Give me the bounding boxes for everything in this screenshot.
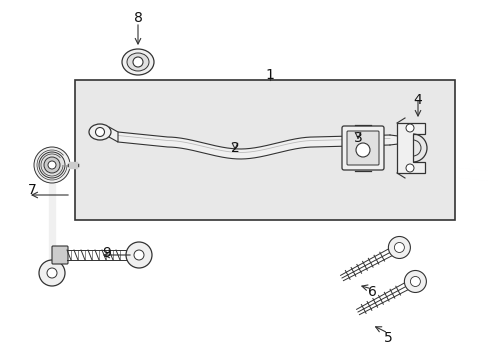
Circle shape (405, 164, 413, 172)
Circle shape (47, 268, 57, 278)
Text: 1: 1 (265, 68, 274, 82)
Circle shape (39, 260, 65, 286)
Circle shape (134, 250, 143, 260)
Text: 6: 6 (367, 285, 376, 299)
Circle shape (394, 243, 404, 252)
Text: 8: 8 (133, 11, 142, 25)
FancyBboxPatch shape (52, 246, 68, 264)
Circle shape (39, 152, 65, 178)
Ellipse shape (122, 49, 154, 75)
Bar (75, 80, 454, 220)
Circle shape (34, 147, 70, 183)
Ellipse shape (127, 53, 149, 71)
Circle shape (133, 57, 142, 67)
Polygon shape (396, 123, 424, 173)
FancyBboxPatch shape (346, 131, 378, 165)
Circle shape (126, 242, 152, 268)
Circle shape (404, 270, 426, 292)
Circle shape (387, 237, 409, 258)
FancyBboxPatch shape (341, 126, 383, 170)
Ellipse shape (89, 124, 111, 140)
Text: 7: 7 (27, 183, 36, 197)
Text: 5: 5 (383, 331, 391, 345)
Text: 9: 9 (102, 246, 111, 260)
Text: 2: 2 (230, 141, 239, 155)
Circle shape (409, 276, 420, 287)
Circle shape (48, 161, 56, 169)
Text: 3: 3 (353, 131, 362, 145)
Circle shape (44, 157, 60, 173)
Polygon shape (109, 127, 118, 142)
Circle shape (405, 124, 413, 132)
Text: 4: 4 (413, 93, 422, 107)
Circle shape (355, 143, 369, 157)
Circle shape (95, 127, 104, 136)
